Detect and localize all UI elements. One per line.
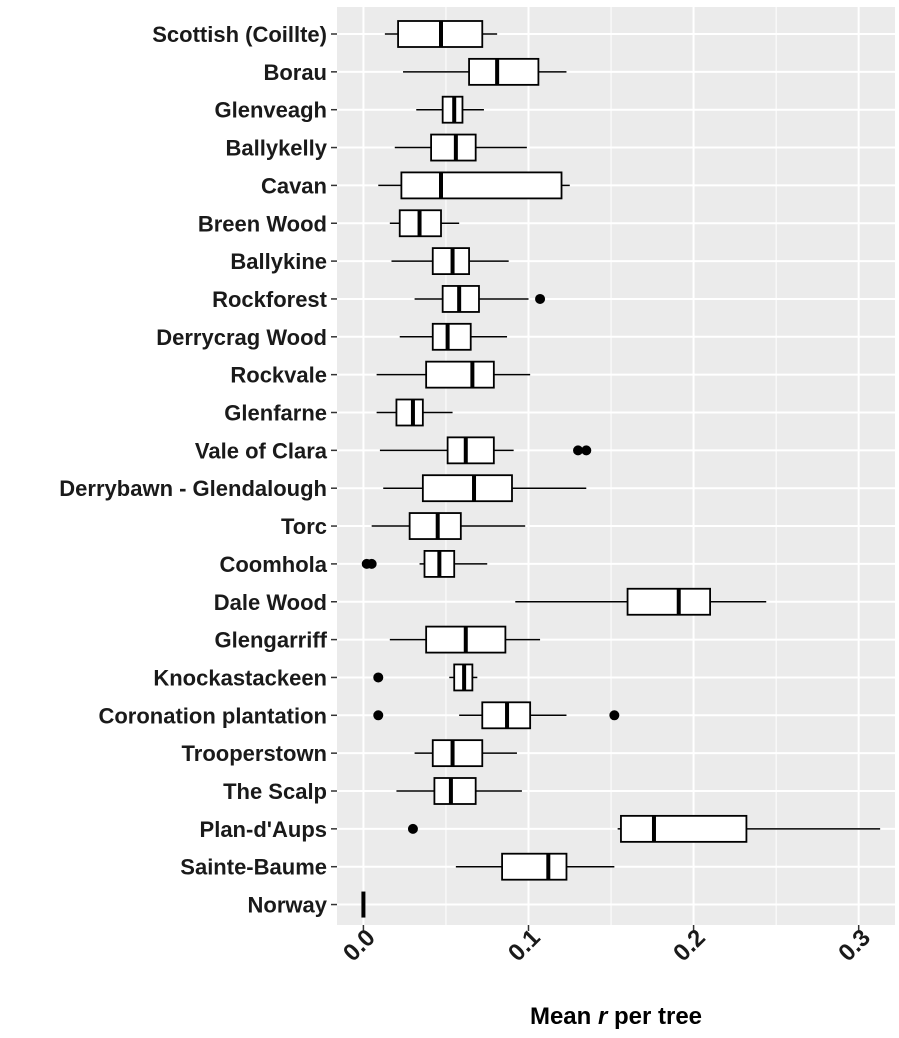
box-group [515,587,767,616]
y-tick-label: Glenveagh [215,98,327,123]
box [433,777,477,805]
box-group [416,95,484,124]
box [501,852,568,881]
box [425,360,495,389]
outlier-point [535,293,546,304]
y-tick-label: Coomhola [219,552,327,577]
box [430,133,477,162]
box-group [399,322,508,351]
box-group [455,852,615,881]
box-group [407,814,881,843]
box [620,814,748,843]
y-tick-label: Knockastackeen [153,665,327,690]
y-tick-label: Rockforest [212,287,328,312]
box-group [373,701,620,730]
category-labels: Scottish (Coillte) Borau Glenveagh Ballykel… [59,22,337,918]
y-tick-label: Derrycrag Wood [156,325,327,350]
y-tick-label: Torc [281,514,327,539]
x-tick-label: 0.0 [338,924,381,967]
y-tick-label: Derrybawn - Glendalough [59,476,327,501]
y-tick-label: Plan-d'Aups [200,817,327,842]
y-tick-label: Rockvale [230,363,327,388]
outlier-point [581,445,592,456]
axes: 0.0 0.1 0.2 0.3 [338,924,876,967]
box [395,398,424,427]
y-tick-label: Sainte-Baume [180,855,327,880]
plot-panel [337,7,895,925]
box-group [376,398,453,427]
box [408,512,462,540]
y-tick-label: Scottish (Coillte) [152,22,327,47]
box-group [383,474,587,503]
box [626,587,712,616]
x-tick-label: 0.1 [503,924,546,967]
box-group [396,777,522,805]
x-axis-title: Mean r per tree [530,1003,702,1030]
box-group [384,20,498,48]
box-group [361,550,488,578]
box-group [373,663,478,692]
box [400,171,563,200]
box-group [378,171,570,200]
y-tick-label: Cavan [261,173,327,198]
outlier-point [373,710,384,721]
y-tick-label: Ballykine [230,249,327,274]
y-tick-label: Breen Wood [198,211,327,236]
box [421,474,513,503]
x-tick-label: 0.3 [833,924,876,967]
box-group [371,512,526,540]
y-tick-label: Glengarriff [215,628,328,653]
box-group [403,57,567,86]
box-group [414,739,517,768]
box-group [389,625,541,654]
box-series [361,20,881,918]
outlier-point [407,823,418,834]
box [431,739,484,768]
y-tick-label: Norway [248,893,328,918]
y-tick-label: Glenfarne [224,401,327,426]
box-group [391,247,509,276]
x-tick-label: 0.2 [668,924,711,967]
box [468,57,540,86]
y-tick-label: Dale Wood [214,590,327,615]
x-axis-title-part-3: per tree [607,1003,702,1030]
x-axis-title-part-1: Mean [530,1003,598,1030]
x-axis-title-part-2: r [598,1003,609,1030]
box-group [414,285,546,313]
outlier-point [366,558,377,569]
outlier-point [573,445,584,456]
y-tick-label: Vale of Clara [195,438,328,463]
box [431,322,472,351]
y-tick-label: Ballykelly [225,136,327,161]
y-tick-label: Borau [263,60,327,85]
outlier-point [373,672,384,683]
box-group [394,133,527,162]
box-group [389,209,460,238]
y-tick-label: Trooperstown [182,741,327,766]
y-tick-label: Coronation plantation [98,703,327,728]
y-tick-label: The Scalp [223,779,327,804]
box-group [379,436,592,465]
box-group [376,360,531,389]
box [446,436,495,465]
outlier-point [609,710,620,721]
